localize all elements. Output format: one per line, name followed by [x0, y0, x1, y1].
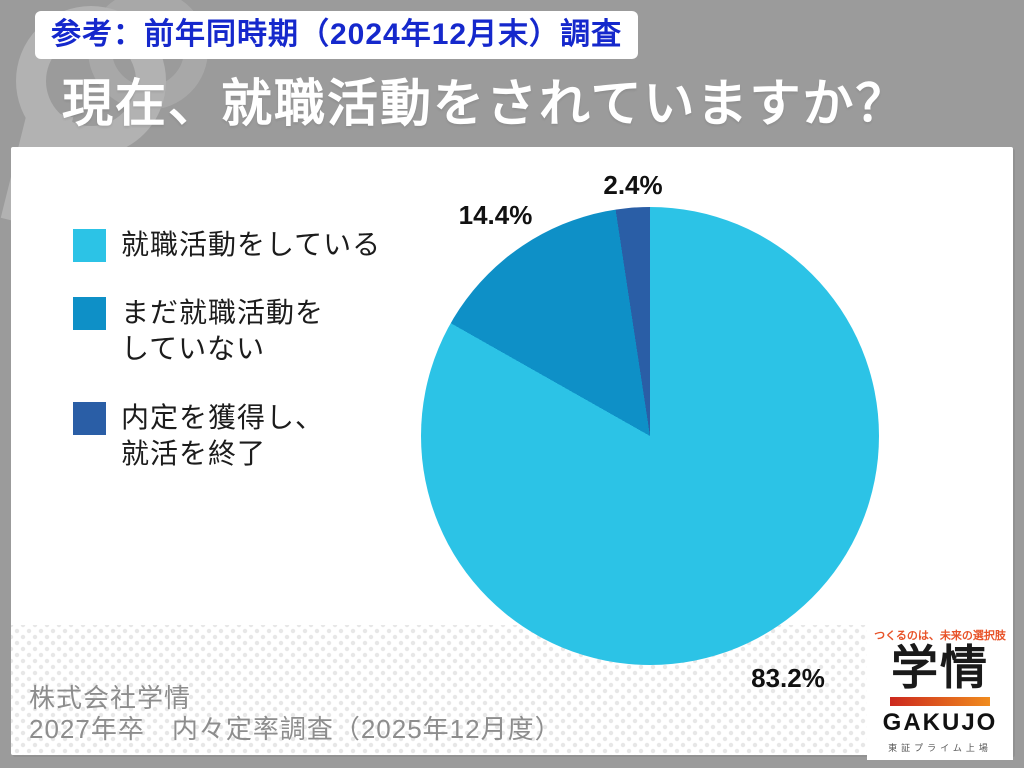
- page-title: 現在、就職活動をされていますか？: [62, 75, 909, 132]
- source-note: 株式会社学情 2027年卒 内々定率調査（2025年12月度）: [29, 683, 562, 745]
- pie-label-14-4: 14.4%: [458, 200, 533, 230]
- logo-gradient-bar: [890, 696, 990, 706]
- legend-label-line: まだ就職活動を: [121, 297, 325, 328]
- logo-name-japanese: 学情: [891, 641, 989, 694]
- legend-label-line: 内定を獲得し、: [121, 402, 325, 433]
- logo-tagline: つくるのは、未来の選択肢: [874, 630, 1006, 642]
- pie-label-83-2: 83.2%: [751, 663, 825, 693]
- logo-stock-listing: 東証プライム上場: [888, 743, 992, 754]
- logo-name-english: GAKUJO: [882, 708, 998, 736]
- legend-item-active: 就職活動をしている: [73, 227, 381, 263]
- legend-label: 内定を獲得し、 就活を終了: [121, 400, 324, 472]
- pie-label-2-4: 2.4%: [603, 170, 663, 200]
- gakujo-logo: つくるのは、未来の選択肢 学情 GAKUJO 東証プライム上場: [867, 623, 1013, 761]
- legend-label-line: していない: [121, 333, 266, 364]
- source-survey: 2027年卒 内々定率調査（2025年12月度）: [29, 714, 562, 744]
- pie-chart: [421, 207, 879, 665]
- legend-label-line: 就職活動をしている: [121, 229, 382, 260]
- halftone-dots-decoration: [11, 625, 1013, 755]
- legend-label: まだ就職活動を していない: [121, 295, 324, 367]
- legend-item-finished: 内定を獲得し、 就活を終了: [73, 400, 324, 472]
- legend-swatch-finished: [73, 402, 106, 435]
- source-company: 株式会社学情: [29, 683, 192, 713]
- legend-swatch-not-started: [73, 297, 106, 330]
- content-panel: 就職活動をしている まだ就職活動を していない 内定を獲得し、 就活を終了 2.…: [11, 147, 1013, 761]
- legend-item-not-started: まだ就職活動を していない: [73, 295, 324, 367]
- legend-swatch-active: [73, 229, 106, 262]
- reference-badge: 参考：前年同時期（2024年12月末）調査: [35, 11, 639, 59]
- legend-label: 就職活動をしている: [121, 227, 381, 263]
- legend-label-line: 就活を終了: [121, 438, 267, 469]
